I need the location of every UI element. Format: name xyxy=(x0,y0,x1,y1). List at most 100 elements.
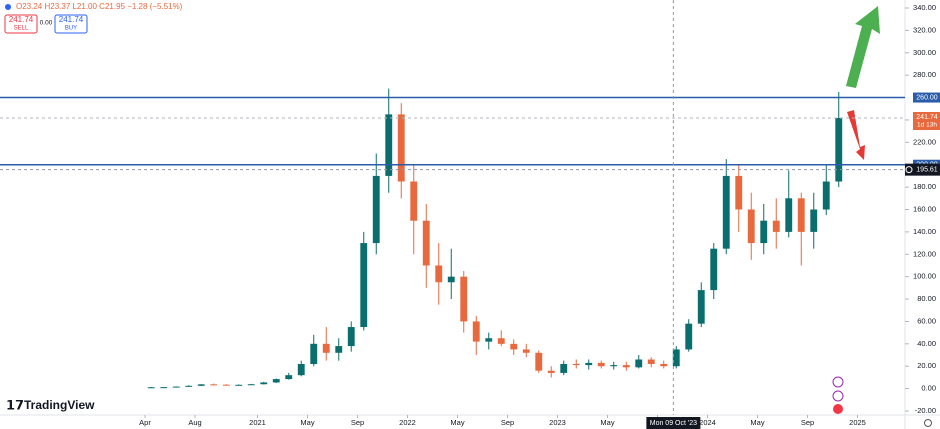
logo-mark: 𝟭𝟳 xyxy=(6,397,24,412)
x-tick-label: 2021 xyxy=(249,418,266,427)
candle-body xyxy=(747,209,755,244)
side-icons xyxy=(832,376,932,427)
y-tick-label: 320.00 xyxy=(913,25,936,34)
candle-body xyxy=(522,349,530,353)
y-tick-label: 280.00 xyxy=(913,70,936,79)
candle-body xyxy=(460,276,468,322)
up-arrow xyxy=(846,6,880,88)
candle-body xyxy=(372,175,380,244)
buy-label: BUY xyxy=(65,26,77,32)
y-tick-label: 40.00 xyxy=(917,339,936,348)
candle-body xyxy=(347,327,355,347)
candle-body xyxy=(185,385,193,387)
y-tick-label: 80.00 xyxy=(917,294,936,303)
candle-body xyxy=(322,343,330,353)
candle-body xyxy=(197,384,205,386)
y-tick-label: 0.00 xyxy=(921,384,936,393)
x-tick-label: Apr xyxy=(139,418,151,427)
candle-body xyxy=(585,362,593,366)
x-tick-label: May xyxy=(600,418,614,427)
candle-body xyxy=(572,363,580,366)
y-tick-label: 220.00 xyxy=(913,137,936,146)
candle-body xyxy=(222,384,230,386)
y-tick-label: 300.00 xyxy=(913,48,936,57)
x-tick-label: May xyxy=(750,418,764,427)
buy-price: 241.74 xyxy=(59,15,84,24)
candle-body xyxy=(547,370,555,373)
x-tick-label: Sep xyxy=(351,418,364,427)
candle-body xyxy=(210,384,218,386)
candle-body xyxy=(697,290,705,324)
candle-body xyxy=(722,175,730,249)
candle-body xyxy=(610,365,618,367)
sell-label: SELL xyxy=(14,26,29,32)
candle-body xyxy=(335,346,343,353)
level-label: 260.00 xyxy=(916,94,938,101)
sell-button[interactable] xyxy=(4,14,38,34)
candle-body xyxy=(410,181,418,221)
y-tick-label: 140.00 xyxy=(913,227,936,236)
y-tick-label: 20.00 xyxy=(917,361,936,370)
candle-body xyxy=(435,265,443,283)
event-icon[interactable] xyxy=(833,404,843,414)
candle-body xyxy=(510,343,518,350)
candle-body xyxy=(472,321,480,342)
candle-body xyxy=(235,384,243,386)
candle-body xyxy=(772,220,780,232)
down-arrow xyxy=(847,110,865,160)
crosshair-price-tag xyxy=(905,163,940,176)
x-tick-label: Sep xyxy=(501,418,514,427)
candle-body xyxy=(297,363,305,376)
y-tick-label: -20.00 xyxy=(915,406,936,415)
candle-body xyxy=(622,365,630,368)
x-tick-label: 2025 xyxy=(849,418,866,427)
candle-body xyxy=(385,114,393,176)
candle-body xyxy=(710,248,718,291)
candle-body xyxy=(685,323,693,350)
event-icon[interactable] xyxy=(832,390,844,402)
candle-body xyxy=(485,338,493,342)
candle-body xyxy=(360,243,368,328)
candle-body xyxy=(822,181,830,210)
x-tick-label: Sep xyxy=(801,418,814,427)
crosshair-price-label: 195.61 xyxy=(916,166,938,173)
candle-body xyxy=(797,198,805,232)
candle-body xyxy=(760,220,768,244)
crosshair-date-label: Mon 09 Oct '23 xyxy=(650,420,697,427)
crosshair-date-tag xyxy=(646,417,701,429)
last-price-tag xyxy=(913,111,940,130)
y-tick-label: 160.00 xyxy=(913,204,936,213)
y-tick-label: 340.00 xyxy=(913,3,936,12)
spread: 0.00 xyxy=(40,20,53,27)
x-tick-label: 2024 xyxy=(699,418,716,427)
y-tick-label: 120.00 xyxy=(913,249,936,258)
candle-body xyxy=(172,386,180,388)
candle-body xyxy=(672,349,680,367)
header: O23.24 H23.37 L21.00 C21.95 −1.28 (−5.51… xyxy=(4,2,183,34)
symbol-icon xyxy=(5,4,11,10)
candle-body xyxy=(310,343,318,364)
candle-body xyxy=(260,382,268,385)
logo: 𝟭𝟳 TradingView xyxy=(6,397,95,412)
x-tick-label: May xyxy=(450,418,464,427)
candle-body xyxy=(447,276,455,283)
settings-icon[interactable] xyxy=(924,419,932,427)
sell-price: 241.74 xyxy=(9,15,34,24)
crosshair-plus xyxy=(905,166,913,174)
event-icon[interactable] xyxy=(832,376,844,388)
candle-body xyxy=(160,387,168,389)
x-tick-label: 2022 xyxy=(399,418,416,427)
candle-body xyxy=(497,338,505,344)
ohlc-legend: O23.24 H23.37 L21.00 C21.95 −1.28 (−5.51… xyxy=(16,2,183,11)
buy-button[interactable] xyxy=(54,14,88,34)
candle-body xyxy=(785,198,793,232)
candle-body xyxy=(422,220,430,266)
plot xyxy=(147,88,843,389)
candle-body xyxy=(397,114,405,182)
candle-body xyxy=(735,175,743,210)
countdown: 1d 13h xyxy=(917,122,937,129)
brand: TradingView xyxy=(24,398,95,412)
candle-body xyxy=(272,379,280,383)
